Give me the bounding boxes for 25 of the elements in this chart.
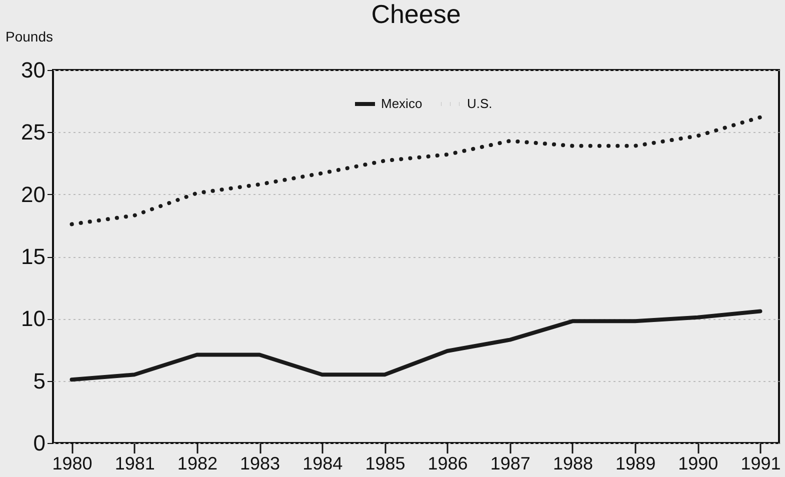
x-tick-label: 1991	[740, 454, 781, 474]
x-tick-label: 1983	[240, 454, 280, 474]
x-tick-label: 1989	[616, 454, 656, 474]
y-tick-label: 30	[21, 58, 46, 82]
x-tick-label: 1987	[490, 454, 530, 474]
x-tick-label: 1981	[114, 454, 155, 474]
x-tick-label: 1982	[177, 454, 218, 474]
y-tick-label: 0	[33, 430, 46, 456]
y-tick-label: 25	[21, 120, 46, 145]
x-tick-label: 1986	[428, 454, 468, 474]
x-tick-label: 1985	[365, 454, 406, 474]
line-series	[70, 309, 762, 382]
chart-title: Cheese	[371, 0, 461, 29]
y-axis-title: Pounds	[6, 28, 53, 44]
x-tick-label: 1984	[302, 454, 343, 474]
y-tick-label: 5	[33, 368, 46, 394]
line-series	[70, 115, 762, 226]
legend-label: Mexico	[381, 96, 422, 111]
y-tick-label: 10	[21, 306, 46, 332]
y-tick-label: 15	[21, 244, 46, 269]
x-tick-label: 1990	[678, 454, 718, 474]
x-tick-label: 1980	[52, 454, 92, 474]
x-tick-label: 1988	[552, 454, 593, 474]
legend-label: U.S.	[467, 96, 492, 111]
y-tick-label: 20	[21, 182, 46, 207]
